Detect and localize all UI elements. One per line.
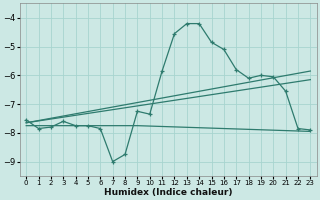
X-axis label: Humidex (Indice chaleur): Humidex (Indice chaleur): [104, 188, 233, 197]
